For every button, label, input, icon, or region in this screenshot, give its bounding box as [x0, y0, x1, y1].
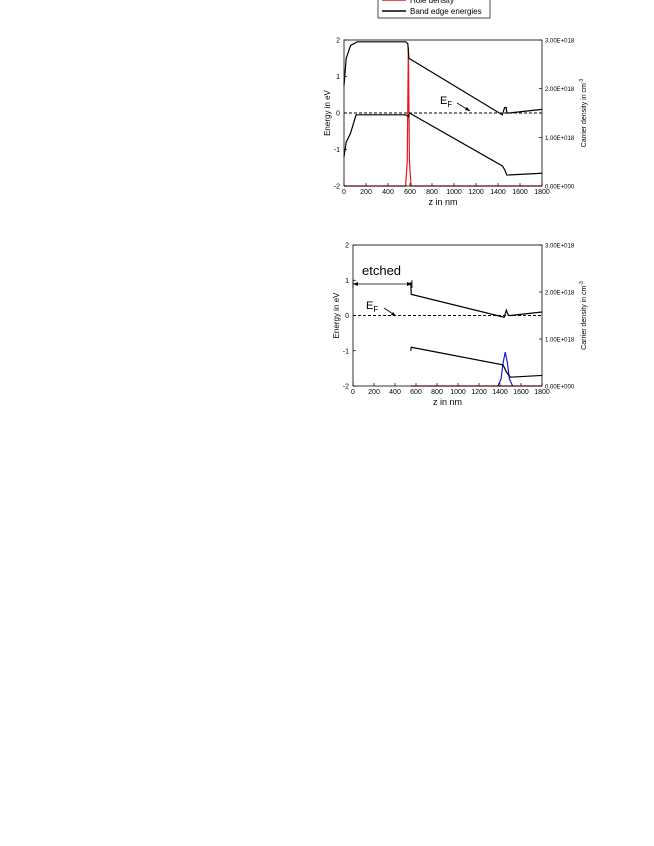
series-line — [497, 352, 514, 387]
y-tick-label: 2 — [345, 243, 349, 250]
y2-tick-label: 1.00E+018 — [545, 136, 575, 142]
y-tick-label: -1 — [343, 348, 349, 355]
x-tick-label: 1800 — [534, 389, 550, 396]
y2-tick-label: 0.00E+000 — [545, 185, 575, 191]
x-tick-label: 400 — [389, 389, 401, 396]
fermi-label: EF — [366, 300, 378, 314]
y2-axis-label-sup: -3 — [579, 281, 585, 286]
y-tick-label: -1 — [334, 147, 340, 154]
x-tick-label: 600 — [410, 389, 422, 396]
x-tick-label: 1000 — [450, 389, 466, 396]
x-tick-label: 1600 — [512, 189, 528, 196]
y-tick-label: 1 — [336, 74, 340, 81]
x-tick-label: 1000 — [446, 189, 462, 196]
etched-label: etched — [362, 263, 401, 278]
x-tick-label: 0 — [351, 389, 355, 396]
x-tick-label: 1400 — [492, 389, 508, 396]
x-tick-label: 1200 — [471, 389, 487, 396]
x-tick-label: 600 — [404, 189, 416, 196]
x-tick-label: 800 — [431, 389, 443, 396]
fermi-symbol: E — [366, 300, 373, 312]
legend-label: Band edge energies — [410, 7, 482, 16]
fermi-subscript: F — [447, 100, 452, 109]
y2-tick-label: 1.00E+018 — [545, 338, 575, 344]
y2-axis-label: Carrier density in cm-3 — [579, 78, 588, 147]
y-tick-label: 0 — [345, 313, 349, 320]
y-axis-label: Energy in eV — [332, 292, 341, 338]
x-tick-label: 1800 — [534, 189, 550, 196]
legend-box — [377, 0, 491, 19]
series-line — [344, 47, 542, 187]
fermi-arrowhead — [465, 107, 470, 111]
y2-tick-label: 2.00E+018 — [545, 87, 575, 93]
series-line — [343, 112, 543, 176]
x-tick-label: 800 — [426, 189, 438, 196]
y2-tick-label: 3.00E+018 — [545, 39, 575, 45]
fermi-subscript: F — [373, 305, 378, 314]
y2-tick-label: 3.00E+018 — [545, 244, 575, 250]
y-tick-label: 1 — [345, 278, 349, 285]
legend-label: Hole density — [410, 0, 454, 5]
x-tick-label: 400 — [382, 189, 394, 196]
series-line — [410, 346, 543, 378]
y2-axis-label-sup: -3 — [579, 78, 585, 83]
x-axis-label: z in nm — [428, 197, 457, 207]
x-tick-label: 1400 — [490, 189, 506, 196]
x-tick-label: 1200 — [468, 189, 484, 196]
y2-tick-label: 2.00E+018 — [545, 291, 575, 297]
y-tick-label: -2 — [334, 184, 340, 191]
x-tick-label: 200 — [368, 389, 380, 396]
y-tick-label: 0 — [336, 111, 340, 118]
series-line — [410, 281, 543, 318]
x-tick-label: 1600 — [513, 389, 529, 396]
y2-axis-label-text: Carrier density in cm — [581, 83, 588, 147]
y2-tick-label: 0.00E+000 — [545, 385, 575, 391]
fermi-symbol: E — [440, 95, 447, 107]
x-tick-label: 200 — [360, 189, 372, 196]
y2-axis-label: Carrier density in cm-3 — [579, 281, 588, 350]
x-axis-label: z in nm — [433, 397, 462, 407]
y-tick-label: 2 — [336, 38, 340, 45]
x-tick-label: 0 — [342, 189, 346, 196]
y-tick-label: -2 — [343, 384, 349, 391]
y-axis-label: Energy in eV — [323, 89, 332, 135]
y2-axis-label-text: Carrier density in cm — [581, 285, 588, 349]
fermi-label: EF — [440, 95, 452, 109]
